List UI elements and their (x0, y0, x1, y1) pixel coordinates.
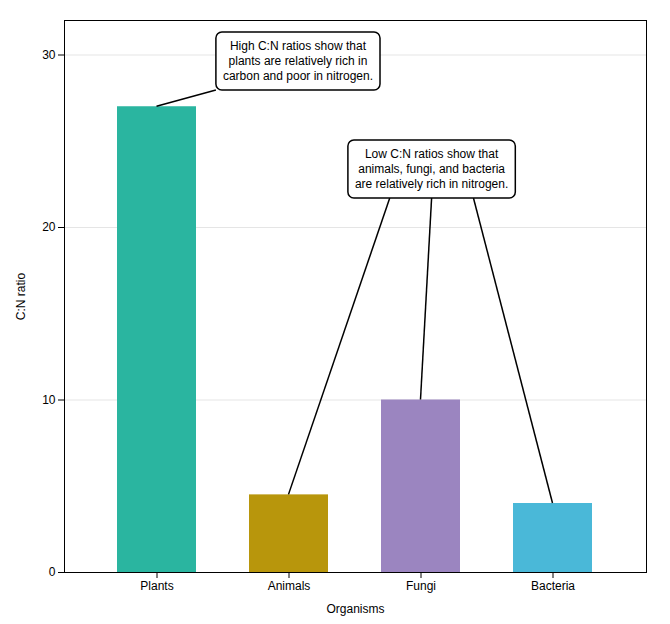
svg-text:High C:N ratios show thatplant: High C:N ratios show thatplants are rela… (223, 39, 373, 83)
svg-text:0: 0 (49, 565, 56, 579)
svg-text:Organisms: Organisms (326, 602, 384, 616)
svg-text:C:N ratio: C:N ratio (14, 273, 28, 321)
svg-text:10: 10 (42, 393, 56, 407)
svg-text:20: 20 (42, 220, 56, 234)
svg-text:30: 30 (42, 48, 56, 62)
svg-text:Bacteria: Bacteria (531, 579, 575, 593)
svg-text:Animals: Animals (268, 579, 311, 593)
svg-text:Plants: Plants (140, 579, 173, 593)
svg-text:Fungi: Fungi (406, 579, 436, 593)
svg-text:Low C:N ratios show thatanimal: Low C:N ratios show thatanimals, fungi, … (355, 147, 508, 191)
